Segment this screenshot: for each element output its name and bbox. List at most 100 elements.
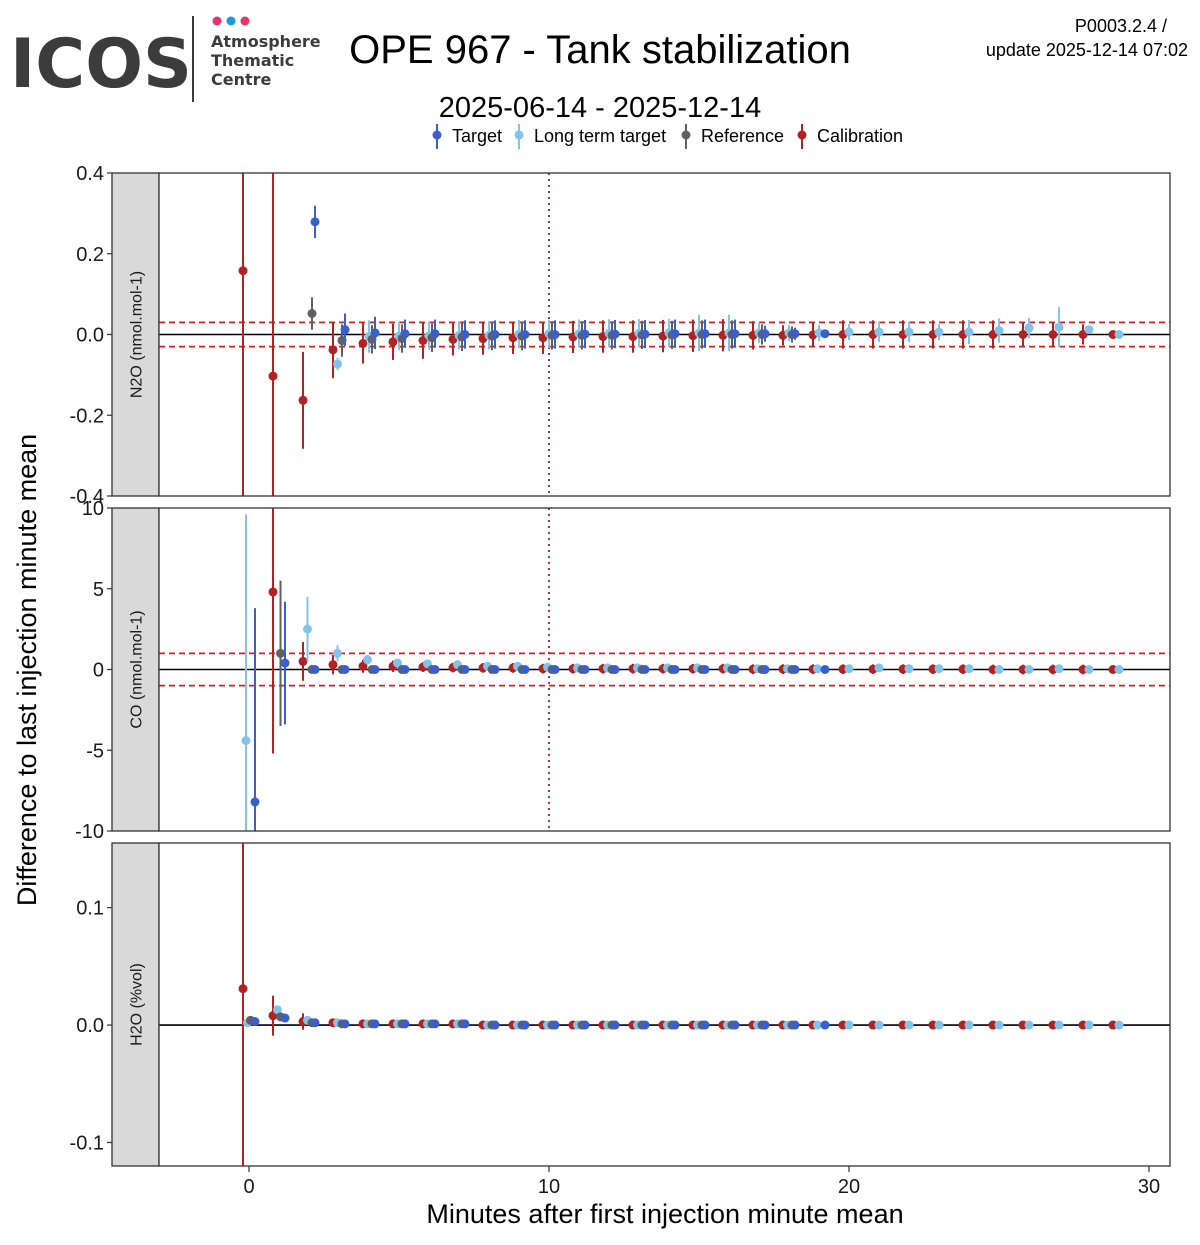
data-point (550, 665, 560, 674)
data-point (490, 1020, 500, 1030)
data-point (813, 1020, 822, 1030)
x-tick-label: 20 (838, 1176, 860, 1198)
data-point (393, 658, 402, 668)
y-tick-label: 0 (93, 660, 104, 682)
data-point (520, 330, 530, 339)
data-point (820, 329, 830, 339)
data-point (700, 665, 710, 674)
data-point (610, 329, 620, 339)
logo-word: ICOS (10, 25, 192, 104)
y-axis-title: Difference to last injection minute mean (12, 434, 42, 906)
x-tick-label: 0 (243, 1176, 254, 1198)
chart-title: OPE 967 - Tank stabilization (349, 28, 851, 72)
panel-frame (158, 507, 1171, 832)
data-point (904, 1020, 914, 1030)
data-point (310, 1018, 320, 1028)
legend-label: Reference (701, 126, 784, 146)
data-point (670, 1020, 680, 1030)
facet-label: N2O (nmol.mol-1) (129, 271, 146, 398)
data-point (1054, 322, 1064, 332)
data-point (273, 1005, 282, 1015)
plot-content (159, 508, 1170, 831)
data-point (1024, 323, 1034, 333)
data-point (250, 1017, 260, 1027)
data-point (1114, 665, 1124, 674)
plot-content (159, 843, 1170, 1166)
data-point (844, 664, 854, 674)
data-point (610, 1020, 620, 1030)
data-point (358, 661, 368, 671)
y-tick-label: -0.4 (70, 486, 104, 508)
data-point (670, 329, 680, 339)
data-point (904, 327, 914, 337)
data-point (460, 330, 470, 339)
data-point (610, 665, 620, 674)
logo-divider (192, 16, 194, 102)
y-tick-label: -0.2 (70, 405, 104, 427)
data-point (844, 327, 854, 337)
data-point (310, 217, 320, 227)
data-point (874, 327, 884, 337)
data-point (550, 1020, 560, 1030)
data-point (400, 1019, 410, 1029)
data-point (1054, 664, 1064, 674)
data-point (640, 665, 650, 674)
data-point (490, 665, 500, 674)
x-axis-title: Minutes after first injection minute mea… (426, 1199, 903, 1229)
data-point (340, 1019, 350, 1029)
data-point (370, 328, 380, 338)
data-point (333, 359, 342, 369)
logo-dot (240, 16, 250, 26)
y-tick-label: 0.1 (76, 898, 104, 920)
legend-label: Target (452, 126, 502, 146)
data-point (1054, 1020, 1064, 1030)
data-point (700, 329, 710, 339)
legend-item-target: Target (432, 124, 502, 149)
data-point (280, 658, 290, 668)
data-point (580, 329, 590, 339)
data-point (250, 797, 260, 807)
data-point (238, 266, 248, 276)
data-point (904, 664, 914, 674)
data-point (303, 624, 312, 634)
data-point (994, 1020, 1004, 1030)
legend-item-long-term-target: Long term target (514, 124, 666, 149)
data-point (820, 1020, 830, 1030)
data-point (268, 371, 278, 381)
icos-logo: ICOS Atmosphere Thematic Centre (10, 16, 321, 104)
data-point (358, 338, 368, 348)
data-point (276, 648, 285, 658)
data-point (280, 1013, 290, 1023)
data-point (640, 329, 650, 339)
data-point (1084, 1020, 1094, 1030)
data-point (760, 1020, 770, 1030)
data-point (730, 1020, 740, 1030)
legend-key-point (681, 130, 691, 140)
legend-label: Long term target (534, 126, 666, 146)
data-point (238, 984, 248, 994)
data-point (418, 336, 428, 346)
data-point (310, 665, 320, 674)
y-tick-label: 0.2 (76, 244, 104, 266)
data-point (1114, 1020, 1124, 1030)
data-point (1018, 330, 1028, 339)
data-point (1084, 325, 1094, 335)
facet-label: H2O (%vol) (129, 963, 146, 1046)
data-point (1084, 665, 1094, 674)
data-point (298, 656, 308, 666)
data-point (813, 664, 822, 674)
update-label: update 2025-12-14 07:02 (986, 40, 1188, 60)
data-point (730, 665, 740, 674)
data-point (430, 329, 440, 339)
plot-content (159, 173, 1170, 496)
y-tick-label: -10 (75, 821, 104, 843)
data-point (670, 665, 680, 674)
data-point (430, 665, 440, 674)
data-point (964, 327, 974, 337)
logo-dot (226, 16, 236, 26)
legend-item-reference: Reference (681, 124, 784, 149)
y-tick-label: -5 (86, 740, 104, 762)
data-point (550, 330, 560, 339)
data-point (640, 1020, 650, 1030)
y-tick-label: -0.1 (70, 1133, 104, 1155)
